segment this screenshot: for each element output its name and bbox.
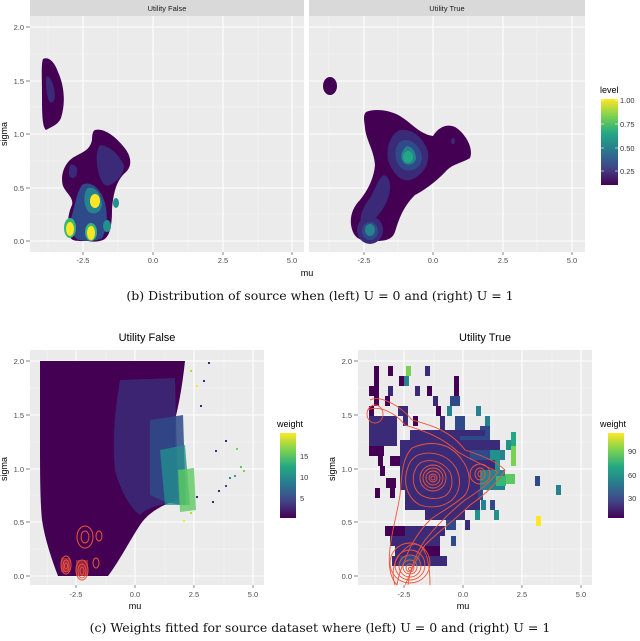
- svg-text:2.5: 2.5: [517, 590, 527, 599]
- legend-title: weight: [276, 419, 304, 429]
- svg-text:0.25: 0.25: [620, 167, 635, 176]
- x-axis-ticks: -2.5 0.0 2.5 5.0: [77, 256, 298, 265]
- facet-strip: [30, 0, 304, 16]
- svg-text:60: 60: [628, 471, 636, 480]
- svg-text:2.5: 2.5: [218, 256, 228, 265]
- density-contours: [41, 58, 131, 242]
- density-contour-lines: [366, 398, 506, 585]
- panel-c-left: Utility False: [0, 332, 264, 611]
- panel-b-left: Utility False 0.00.51.01.52.: [0, 0, 304, 265]
- svg-text:1.0: 1.0: [342, 465, 352, 474]
- legend-weight-left: weight 15 10 5: [276, 419, 308, 518]
- colorbar: [601, 99, 618, 185]
- facet-strip-label: Utility False: [148, 4, 187, 13]
- legend-title: weight: [599, 419, 627, 429]
- svg-text:2.5: 2.5: [498, 256, 508, 265]
- x-axis-label: mu: [457, 601, 470, 611]
- svg-text:-2.5: -2.5: [70, 590, 83, 599]
- svg-text:2.0: 2.0: [342, 357, 352, 366]
- panel-c-right: Utility True: [327, 332, 592, 611]
- x-axis-label: mu: [301, 268, 314, 278]
- svg-text:5.0: 5.0: [248, 590, 258, 599]
- svg-text:2.0: 2.0: [14, 23, 24, 32]
- svg-text:5: 5: [300, 494, 304, 503]
- svg-text:0.0: 0.0: [130, 590, 140, 599]
- svg-text:0.0: 0.0: [14, 237, 24, 246]
- svg-text:1.5: 1.5: [14, 77, 24, 86]
- svg-text:5.0: 5.0: [287, 256, 297, 265]
- weight-bins: [40, 361, 245, 576]
- svg-text:1.00: 1.00: [620, 96, 635, 105]
- plot-title: Utility True: [459, 332, 511, 344]
- y-axis-label: sigma: [0, 122, 9, 146]
- svg-text:15: 15: [300, 452, 308, 461]
- x-axis-ticks: -2.5 0.0 2.5 5.0: [398, 590, 587, 599]
- svg-text:0.0: 0.0: [428, 256, 438, 265]
- major-gridlines: [309, 16, 585, 252]
- colorbar: [280, 433, 296, 518]
- svg-text:0.0: 0.0: [458, 590, 468, 599]
- caption-c: (c) Weights fitted for source dataset wh…: [89, 620, 551, 635]
- y-axis-label: sigma: [0, 457, 9, 481]
- plot-title: Utility False: [119, 332, 176, 344]
- svg-text:30: 30: [628, 494, 636, 503]
- svg-text:0.0: 0.0: [342, 572, 352, 581]
- svg-text:0.5: 0.5: [14, 518, 24, 527]
- svg-text:0.0: 0.0: [148, 256, 158, 265]
- svg-text:0.5: 0.5: [342, 518, 352, 527]
- svg-text:1.0: 1.0: [14, 130, 24, 139]
- y-axis-ticks: 0.0 0.5 1.0 1.5 2.0: [342, 357, 352, 581]
- legend-weight-right: weight 90 60 30: [599, 419, 636, 518]
- svg-text:1.5: 1.5: [342, 411, 352, 420]
- x-axis-label: mu: [129, 601, 142, 611]
- facet-strip-label: Utility True: [429, 4, 464, 13]
- colorbar: [608, 433, 624, 518]
- y-axis-ticks: 0.0 0.5 1.0 1.5 2.0: [14, 23, 24, 246]
- caption-b: (b) Distribution of source when (left) U…: [126, 288, 514, 303]
- scattered-bins: [183, 362, 245, 522]
- density-contour-lines: [60, 525, 103, 581]
- svg-text:10: 10: [300, 473, 308, 482]
- svg-text:-2.5: -2.5: [358, 256, 371, 265]
- svg-text:5.0: 5.0: [576, 590, 586, 599]
- svg-text:0.50: 0.50: [620, 144, 635, 153]
- svg-text:2.5: 2.5: [189, 590, 199, 599]
- panel-b-right: Utility True -2.5 0.0 2.5 5.0: [309, 0, 585, 265]
- svg-text:2.0: 2.0: [14, 357, 24, 366]
- svg-text:1.0: 1.0: [14, 465, 24, 474]
- svg-text:0.75: 0.75: [620, 120, 635, 129]
- legend-title: level: [600, 85, 619, 95]
- svg-text:0.0: 0.0: [14, 572, 24, 581]
- y-axis-label: sigma: [327, 457, 337, 481]
- svg-text:-2.5: -2.5: [398, 590, 411, 599]
- svg-text:-2.5: -2.5: [77, 256, 90, 265]
- legend-level: level 1.00 0.75 0.50 0.25: [600, 85, 635, 185]
- y-axis-ticks: 0.0 0.5 1.0 1.5 2.0: [14, 357, 24, 581]
- density-contours: [323, 77, 471, 244]
- svg-text:1.5: 1.5: [14, 411, 24, 420]
- svg-text:0.5: 0.5: [14, 184, 24, 193]
- svg-text:5.0: 5.0: [567, 256, 577, 265]
- svg-text:90: 90: [628, 447, 636, 456]
- x-axis-ticks: -2.5 0.0 2.5 5.0: [358, 256, 578, 265]
- x-axis-ticks: -2.5 0.0 2.5 5.0: [70, 590, 259, 599]
- facet-strip: [309, 0, 585, 16]
